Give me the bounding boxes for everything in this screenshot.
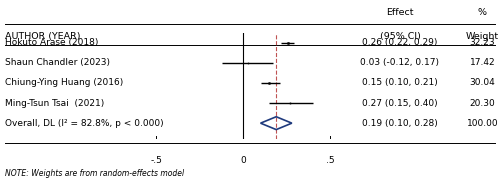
Text: 0: 0 [240, 156, 246, 165]
Text: Hokuto Arase (2018): Hokuto Arase (2018) [5, 38, 98, 47]
Text: 0.15 (0.10, 0.21): 0.15 (0.10, 0.21) [362, 78, 438, 88]
Text: 20.30: 20.30 [470, 99, 496, 108]
Text: 32.23: 32.23 [470, 38, 496, 47]
Text: 0.03 (-0.12, 0.17): 0.03 (-0.12, 0.17) [360, 58, 440, 67]
Text: 30.04: 30.04 [470, 78, 496, 88]
Text: Chiung-Ying Huang (2016): Chiung-Ying Huang (2016) [5, 78, 123, 88]
Text: Effect: Effect [386, 8, 414, 17]
Text: 17.42: 17.42 [470, 58, 496, 67]
Text: (95% CI): (95% CI) [380, 32, 420, 41]
Text: Ming-Tsun Tsai  (2021): Ming-Tsun Tsai (2021) [5, 99, 104, 108]
Text: 0.26 (0.22, 0.29): 0.26 (0.22, 0.29) [362, 38, 438, 47]
Text: Shaun Chandler (2023): Shaun Chandler (2023) [5, 58, 110, 67]
Text: AUTHOR (YEAR): AUTHOR (YEAR) [5, 32, 80, 41]
Text: %: % [478, 8, 487, 17]
Text: NOTE: Weights are from random-effects model: NOTE: Weights are from random-effects mo… [5, 169, 184, 178]
Text: -.5: -.5 [150, 156, 162, 165]
Text: 0.27 (0.15, 0.40): 0.27 (0.15, 0.40) [362, 99, 438, 108]
Text: 0.19 (0.10, 0.28): 0.19 (0.10, 0.28) [362, 119, 438, 128]
Text: 100.00: 100.00 [466, 119, 498, 128]
Text: Weight: Weight [466, 32, 499, 41]
Text: .5: .5 [326, 156, 334, 165]
Text: Overall, DL (I² = 82.8%, p < 0.000): Overall, DL (I² = 82.8%, p < 0.000) [5, 119, 164, 128]
